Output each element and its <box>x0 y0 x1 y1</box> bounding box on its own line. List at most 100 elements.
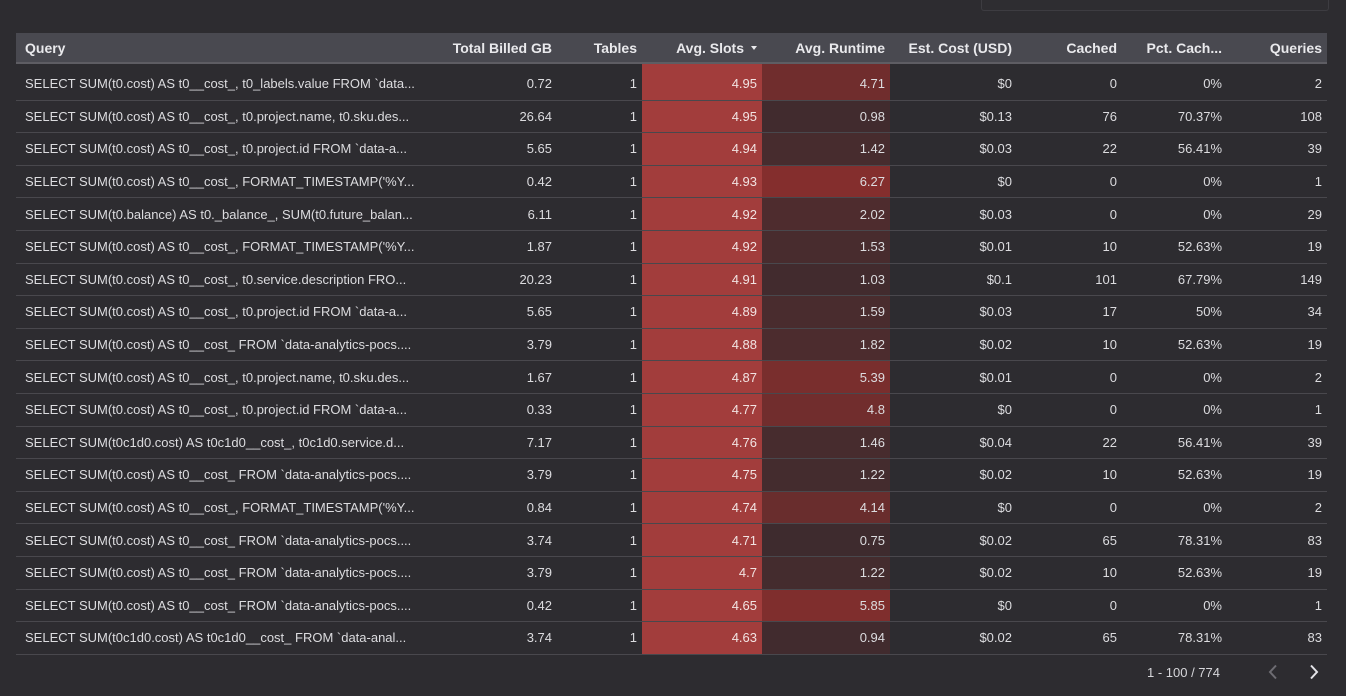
cell-pct-cached: 0% <box>1122 393 1227 427</box>
cell-pct-cached: 0% <box>1122 491 1227 525</box>
cell-tables: 1 <box>557 621 642 655</box>
table-row[interactable]: SELECT SUM(t0.cost) AS t0__cost_, FORMAT… <box>16 165 1327 199</box>
pagination: 1 - 100 / 774 <box>1147 662 1324 682</box>
cell-queries: 1 <box>1227 165 1327 199</box>
cell-total-billed-gb: 5.65 <box>427 132 557 166</box>
cell-cached: 10 <box>1017 230 1122 264</box>
table-header-row: Query Total Billed GB Tables Avg. Slots … <box>16 33 1327 64</box>
cell-queries: 83 <box>1227 621 1327 655</box>
column-header-tables[interactable]: Tables <box>557 33 642 64</box>
table-row[interactable]: SELECT SUM(t0c1d0.cost) AS t0c1d0__cost_… <box>16 621 1327 655</box>
cell-tables: 1 <box>557 197 642 231</box>
cell-total-billed-gb: 0.33 <box>427 393 557 427</box>
table-row[interactable]: SELECT SUM(t0.cost) AS t0__cost_ FROM `d… <box>16 328 1327 362</box>
column-header-est-cost[interactable]: Est. Cost (USD) <box>890 33 1017 64</box>
cell-pct-cached: 0% <box>1122 165 1227 199</box>
cell-tables: 1 <box>557 458 642 492</box>
column-header-avg-slots[interactable]: Avg. Slots <box>642 33 762 64</box>
cell-tables: 1 <box>557 491 642 525</box>
cell-tables: 1 <box>557 100 642 134</box>
cell-avg-runtime: 5.39 <box>762 360 890 394</box>
previous-page-button[interactable] <box>1263 662 1283 682</box>
table-row[interactable]: SELECT SUM(t0.cost) AS t0__cost_ FROM `d… <box>16 523 1327 557</box>
table-row[interactable]: SELECT SUM(t0.cost) AS t0__cost_, t0.pro… <box>16 132 1327 166</box>
cell-total-billed-gb: 5.65 <box>427 295 557 329</box>
cell-cached: 65 <box>1017 621 1122 655</box>
cell-avg-runtime: 1.59 <box>762 295 890 329</box>
cell-tables: 1 <box>557 360 642 394</box>
table-body: SELECT SUM(t0.cost) AS t0__cost_, t0_lab… <box>16 63 1327 655</box>
cell-est-cost: $0 <box>890 165 1017 199</box>
query-stats-table-container: Query Total Billed GB Tables Avg. Slots … <box>16 33 1327 655</box>
column-header-pct-cached[interactable]: Pct. Cach... <box>1122 33 1227 64</box>
cell-total-billed-gb: 3.79 <box>427 556 557 590</box>
table-row[interactable]: SELECT SUM(t0.cost) AS t0__cost_ FROM `d… <box>16 458 1327 492</box>
cell-total-billed-gb: 3.79 <box>427 458 557 492</box>
cell-avg-slots: 4.74 <box>642 491 762 525</box>
cell-query: SELECT SUM(t0.balance) AS t0._balance_, … <box>16 197 427 231</box>
cell-queries: 29 <box>1227 197 1327 231</box>
cell-query: SELECT SUM(t0.cost) AS t0__cost_, FORMAT… <box>16 230 427 264</box>
next-page-button[interactable] <box>1304 662 1324 682</box>
cell-avg-slots: 4.95 <box>642 100 762 134</box>
cell-query: SELECT SUM(t0.cost) AS t0__cost_, t0.pro… <box>16 360 427 394</box>
cell-query: SELECT SUM(t0.cost) AS t0__cost_, FORMAT… <box>16 491 427 525</box>
cell-pct-cached: 0% <box>1122 589 1227 623</box>
cell-cached: 0 <box>1017 165 1122 199</box>
column-header-query[interactable]: Query <box>16 33 427 64</box>
cell-queries: 19 <box>1227 230 1327 264</box>
cell-tables: 1 <box>557 393 642 427</box>
cell-total-billed-gb: 3.79 <box>427 328 557 362</box>
table-row[interactable]: SELECT SUM(t0.cost) AS t0__cost_ FROM `d… <box>16 589 1327 623</box>
cell-queries: 19 <box>1227 328 1327 362</box>
table-row[interactable]: SELECT SUM(t0.cost) AS t0__cost_, t0.ser… <box>16 263 1327 297</box>
cell-query: SELECT SUM(t0c1d0.cost) AS t0c1d0__cost_… <box>16 426 427 460</box>
cell-total-billed-gb: 20.23 <box>427 263 557 297</box>
table-row[interactable]: SELECT SUM(t0.cost) AS t0__cost_, FORMAT… <box>16 230 1327 264</box>
cell-avg-slots: 4.71 <box>642 523 762 557</box>
cell-queries: 149 <box>1227 263 1327 297</box>
cell-avg-slots: 4.7 <box>642 556 762 590</box>
cell-avg-slots: 4.63 <box>642 621 762 655</box>
cell-pct-cached: 52.63% <box>1122 328 1227 362</box>
cell-cached: 0 <box>1017 393 1122 427</box>
table-row[interactable]: SELECT SUM(t0.cost) AS t0__cost_, t0_lab… <box>16 63 1327 101</box>
table-row[interactable]: SELECT SUM(t0c1d0.cost) AS t0c1d0__cost_… <box>16 426 1327 460</box>
column-header-avg-runtime[interactable]: Avg. Runtime <box>762 33 890 64</box>
cell-est-cost: $0.02 <box>890 523 1017 557</box>
column-header-queries[interactable]: Queries <box>1227 33 1327 64</box>
column-header-cached[interactable]: Cached <box>1017 33 1122 64</box>
cell-query: SELECT SUM(t0.cost) AS t0__cost_, FORMAT… <box>16 165 427 199</box>
cell-queries: 2 <box>1227 491 1327 525</box>
table-row[interactable]: SELECT SUM(t0.cost) AS t0__cost_, t0.pro… <box>16 100 1327 134</box>
cell-pct-cached: 0% <box>1122 63 1227 101</box>
cell-pct-cached: 52.63% <box>1122 230 1227 264</box>
cell-total-billed-gb: 0.42 <box>427 589 557 623</box>
cell-est-cost: $0 <box>890 393 1017 427</box>
cell-pct-cached: 56.41% <box>1122 132 1227 166</box>
cell-est-cost: $0 <box>890 589 1017 623</box>
cell-est-cost: $0.03 <box>890 197 1017 231</box>
cell-query: SELECT SUM(t0.cost) AS t0__cost_, t0.pro… <box>16 393 427 427</box>
top-panel-edge <box>981 0 1329 11</box>
cell-total-billed-gb: 3.74 <box>427 523 557 557</box>
cell-queries: 2 <box>1227 63 1327 101</box>
sort-descending-icon <box>751 45 757 50</box>
cell-avg-runtime: 1.22 <box>762 458 890 492</box>
cell-tables: 1 <box>557 230 642 264</box>
cell-avg-slots: 4.87 <box>642 360 762 394</box>
table-row[interactable]: SELECT SUM(t0.cost) AS t0__cost_, t0.pro… <box>16 295 1327 329</box>
table-row[interactable]: SELECT SUM(t0.cost) AS t0__cost_, t0.pro… <box>16 393 1327 427</box>
cell-est-cost: $0.01 <box>890 230 1017 264</box>
cell-query: SELECT SUM(t0.cost) AS t0__cost_, t0.ser… <box>16 263 427 297</box>
table-row[interactable]: SELECT SUM(t0.balance) AS t0._balance_, … <box>16 197 1327 231</box>
table-row[interactable]: SELECT SUM(t0.cost) AS t0__cost_, t0.pro… <box>16 360 1327 394</box>
cell-query: SELECT SUM(t0.cost) AS t0__cost_, t0.pro… <box>16 295 427 329</box>
table-row[interactable]: SELECT SUM(t0.cost) AS t0__cost_ FROM `d… <box>16 556 1327 590</box>
cell-avg-runtime: 5.85 <box>762 589 890 623</box>
column-header-total-billed-gb[interactable]: Total Billed GB <box>427 33 557 64</box>
table-row[interactable]: SELECT SUM(t0.cost) AS t0__cost_, FORMAT… <box>16 491 1327 525</box>
chevron-right-icon <box>1310 664 1319 680</box>
cell-est-cost: $0 <box>890 63 1017 101</box>
cell-avg-runtime: 1.03 <box>762 263 890 297</box>
